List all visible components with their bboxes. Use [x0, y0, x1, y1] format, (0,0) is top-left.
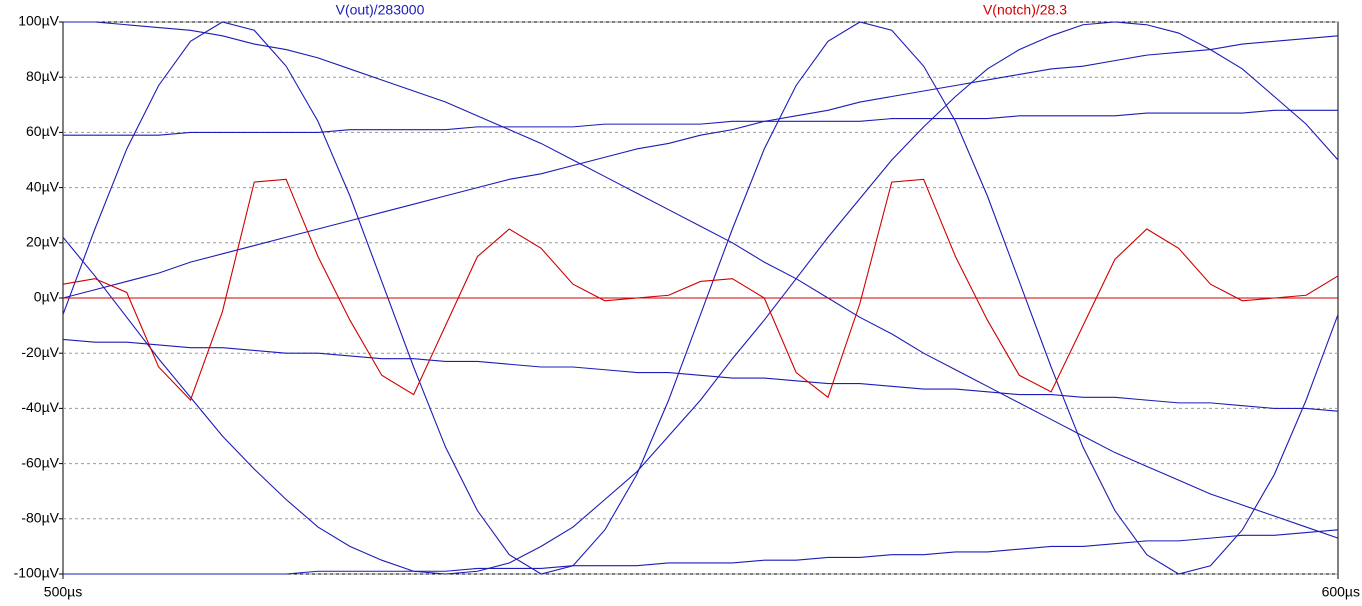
y-tick-label: 40µV — [26, 178, 60, 194]
series-line — [63, 529, 1339, 575]
x-tick-label: 500µs — [44, 584, 82, 600]
series-line — [63, 109, 1338, 136]
y-tick-label: -60µV — [21, 454, 59, 470]
series-line — [62, 21, 1339, 575]
y-tick-label: -100µV — [14, 565, 60, 581]
series-line — [62, 21, 1339, 575]
series-line — [63, 21, 1339, 539]
y-tick-label: 80µV — [26, 68, 60, 84]
y-tick-label: 0µV — [34, 289, 60, 305]
y-tick-label: -20µV — [21, 344, 59, 360]
series-line — [62, 178, 1339, 402]
legend-label: V(notch)/28.3 — [983, 2, 1067, 18]
y-tick-label: -40µV — [21, 399, 59, 415]
y-tick-label: 20µV — [26, 234, 60, 250]
y-tick-label: 100µV — [18, 13, 59, 29]
y-tick-label: -80µV — [21, 510, 59, 526]
series-line — [62, 35, 1339, 299]
y-tick-label: 60µV — [26, 123, 60, 139]
series-line — [62, 338, 1339, 412]
legend-label: V(out)/283000 — [336, 2, 425, 18]
x-tick-label: 600µs — [1322, 584, 1360, 600]
